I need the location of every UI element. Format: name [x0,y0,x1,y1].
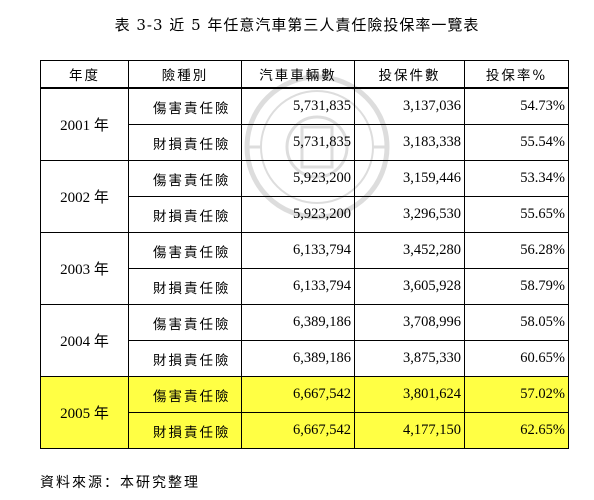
header-insured-rate: 投保率% [464,60,569,89]
insurance-type-cell: 傷害責任險 [128,304,242,341]
table-row: 2002 年 傷害責任險 5,923,200 3,159,446 53.34% [40,160,569,233]
insured-rate-cell: 57.02% [464,376,569,413]
year-cell: 2001 年 [40,87,129,161]
insured-rate-cell: 58.79% [464,268,569,305]
policy-count-cell: 3,708,996 [354,304,465,341]
table-row: 財損責任險 5,731,835 3,183,338 55.54% [41,124,569,161]
insurance-type-cell: 財損責任險 [128,196,242,233]
header-policy-count: 投保件數 [354,60,465,89]
header-year: 年度 [40,60,129,89]
source-note: 資料來源：本研究整理 [40,475,200,491]
policy-count-cell: 3,137,036 [354,87,465,125]
insurance-type-cell: 傷害責任險 [128,87,242,125]
year-cell: 2002 年 [40,160,129,233]
year-cell: 2003 年 [40,232,129,305]
insurance-type-cell: 財損責任險 [128,340,242,377]
policy-count-cell: 3,183,338 [354,124,465,161]
insured-rate-cell: 60.65% [464,340,569,377]
policy-count-cell: 4,177,150 [354,412,465,449]
policy-count-cell: 3,452,280 [354,232,465,269]
insurance-type-cell: 財損責任險 [128,124,242,161]
table-row: 2004 年 傷害責任險 6,389,186 3,708,996 58.05% [40,304,569,377]
insured-rate-cell: 53.34% [464,160,569,197]
header-row: 年度 險種別 汽車車輛數 投保件數 投保率% [40,60,569,89]
vehicle-count-cell: 5,923,200 [241,196,355,233]
insurance-type-cell: 財損責任險 [128,268,242,305]
vehicle-count-cell: 6,667,542 [241,412,355,449]
vehicle-count-cell: 6,389,186 [241,340,355,377]
table-title: 表 3-3 近 5 年任意汽車第三人責任險投保率一覽表 [114,16,480,34]
insured-rate-cell: 54.73% [464,87,569,125]
table-row: 財損責任險 6,133,794 3,605,928 58.79% [41,268,569,305]
policy-count-cell: 3,875,330 [354,340,465,377]
policy-count-cell: 3,605,928 [354,268,465,305]
policy-count-cell: 3,801,624 [354,376,465,413]
vehicle-count-cell: 5,923,200 [241,160,355,197]
vehicle-count-cell: 6,389,186 [241,304,355,341]
policy-count-cell: 3,296,530 [354,196,465,233]
table-row: 2003 年 傷害責任險 6,133,794 3,452,280 56.28% [40,232,569,305]
insurance-type-cell: 傷害責任險 [128,232,242,269]
table-row-highlighted: 2005 年 傷害責任險 6,667,542 3,801,624 57.02% [40,376,569,449]
vehicle-count-cell: 6,667,542 [241,376,355,413]
insurance-type-cell: 傷害責任險 [128,376,242,413]
insured-rate-cell: 55.65% [464,196,569,233]
table-row-highlighted: 財損責任險 6,667,542 4,177,150 62.65% [41,412,569,449]
header-insurance-type: 險種別 [128,60,242,89]
table-row: 財損責任險 5,923,200 3,296,530 55.65% [41,196,569,233]
insurance-type-cell: 傷害責任險 [128,160,242,197]
vehicle-count-cell: 6,133,794 [241,232,355,269]
vehicle-count-cell: 5,731,835 [241,87,355,125]
vehicle-count-cell: 6,133,794 [241,268,355,305]
insured-rate-cell: 55.54% [464,124,569,161]
insured-rate-cell: 62.65% [464,412,569,449]
insured-rate-cell: 56.28% [464,232,569,269]
insured-rate-cell: 58.05% [464,304,569,341]
table-row: 財損責任險 6,389,186 3,875,330 60.65% [41,340,569,377]
table-row: 2001 年 傷害責任險 5,731,835 3,137,036 54.73% [40,87,569,161]
policy-count-cell: 3,159,446 [354,160,465,197]
vehicle-count-cell: 5,731,835 [241,124,355,161]
insurance-rate-table: 年度 險種別 汽車車輛數 投保件數 投保率% 2001 年 傷害責任險 5,73… [40,60,569,449]
year-cell: 2005 年 [40,376,129,449]
insurance-type-cell: 財損責任險 [128,412,242,449]
header-vehicle-count: 汽車車輛數 [241,60,355,89]
year-cell: 2004 年 [40,304,129,377]
